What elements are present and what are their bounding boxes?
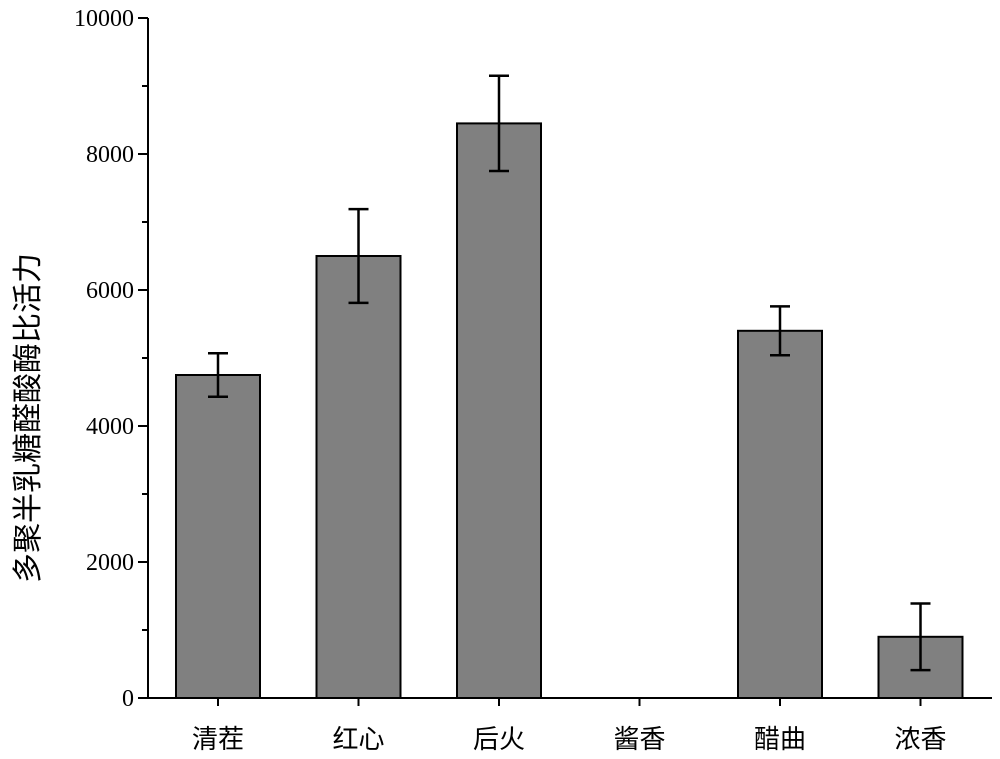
y-tick-label: 2000 xyxy=(86,550,134,576)
y-axis-ticks: 0 2000 4000 6000 8000 10000 xyxy=(74,6,148,712)
x-tick-label: 红心 xyxy=(332,725,384,755)
x-tick-label: 后火 xyxy=(473,725,525,755)
y-tick-label: 0 xyxy=(122,686,134,712)
bar xyxy=(176,375,260,698)
x-axis-labels: 清茬 红心 后火 酱香 醋曲 浓香 xyxy=(192,698,947,755)
bar-chart: 0 2000 4000 6000 8000 10000 清茬 红心 后火 酱香 醋曲 浓香 多聚半乳… xyxy=(0,0,1000,759)
x-tick-label: 酱香 xyxy=(613,725,665,755)
bar xyxy=(317,256,401,698)
bars xyxy=(176,123,963,698)
bar xyxy=(457,123,541,698)
x-tick-label: 清茬 xyxy=(192,725,244,755)
y-tick-label: 10000 xyxy=(74,6,134,32)
bar xyxy=(738,331,822,698)
axes xyxy=(148,18,992,698)
y-axis-label: 多聚半乳糖醛酸酶比活力 xyxy=(11,253,46,583)
y-tick-label: 6000 xyxy=(86,278,134,304)
y-tick-label: 8000 xyxy=(86,142,134,168)
x-tick-label: 浓香 xyxy=(894,725,946,755)
y-tick-label: 4000 xyxy=(86,414,134,440)
x-tick-label: 醋曲 xyxy=(754,725,806,755)
